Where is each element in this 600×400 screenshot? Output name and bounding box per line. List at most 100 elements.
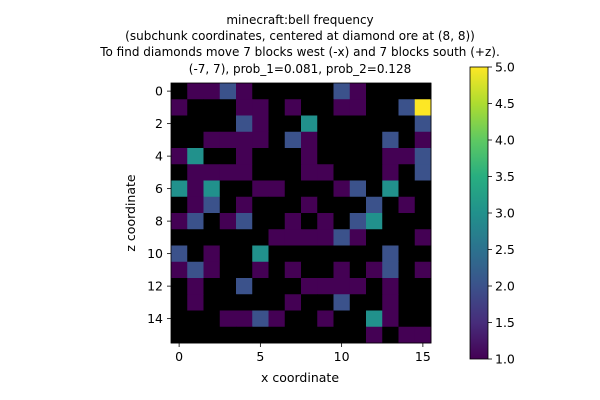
heatmap-cell [366, 245, 383, 263]
heatmap-cell [333, 229, 351, 246]
heatmap-cell [333, 245, 351, 263]
heatmap-cell [414, 83, 432, 100]
heatmap-cell [187, 310, 204, 328]
heatmap-cell [333, 310, 351, 328]
heatmap-cell [333, 294, 351, 311]
heatmap-cell [366, 294, 383, 311]
heatmap-cell [252, 310, 269, 328]
y-tick-label: 8 [155, 214, 163, 229]
heatmap-cell [187, 148, 204, 165]
heatmap-cell [317, 115, 334, 133]
heatmap-cell [301, 148, 318, 165]
heatmap-cell [366, 261, 383, 279]
heatmap-cell [349, 310, 367, 328]
heatmap-cell [219, 131, 237, 149]
heatmap-cell [284, 310, 302, 328]
heatmap-cell [366, 229, 383, 246]
heatmap-cell [236, 261, 253, 279]
heatmap-cell [187, 261, 204, 279]
colorbar-tick-label: 5.0 [495, 60, 515, 75]
heatmap-cell [366, 164, 383, 181]
heatmap-cell [301, 245, 318, 263]
plot-frame [170, 82, 432, 344]
heatmap-cell [414, 278, 432, 295]
heatmap-cell [301, 99, 318, 116]
heatmap-cell [317, 131, 334, 149]
heatmap-cell [203, 229, 221, 246]
heatmap-cell [349, 294, 367, 311]
heatmap-cell [366, 99, 383, 116]
heatmap-cell [414, 99, 432, 116]
heatmap-cell [268, 83, 286, 100]
colorbar-tick-label: 2.5 [495, 242, 515, 257]
heatmap-cell [333, 261, 351, 279]
heatmap-cell [268, 294, 286, 311]
heatmap-cell [236, 294, 253, 311]
heatmap-cell [284, 115, 302, 133]
heatmap-cell [284, 83, 302, 100]
y-tick-label: 10 [147, 246, 163, 261]
heatmap-cell [366, 278, 383, 295]
heatmap-cell [252, 278, 269, 295]
heatmap-cell [301, 131, 318, 149]
heatmap-cell [333, 278, 351, 295]
heatmap-cell [317, 99, 334, 116]
heatmap-cell [317, 245, 334, 263]
heatmap-cell [268, 278, 286, 295]
x-tick-label: 5 [256, 349, 264, 364]
heatmap-cell [187, 115, 204, 133]
heatmap-cell [268, 196, 286, 214]
heatmap-cell [171, 196, 188, 214]
heatmap-cell [398, 196, 416, 214]
heatmap-cell [349, 196, 367, 214]
heatmap-cell [398, 310, 416, 328]
heatmap-cell [203, 213, 221, 230]
colorbar-ticks: 1.0 1.5 2.0 2.5 3.0 3.5 4.0 4.5 5.0 [488, 60, 515, 367]
heatmap-cell [382, 131, 399, 149]
heatmap-cell [219, 278, 237, 295]
heatmap-cell [284, 229, 302, 246]
y-tick-label: 14 [147, 311, 163, 326]
heatmap-cell [236, 229, 253, 246]
heatmap-cell [382, 229, 399, 246]
heatmap-cell [252, 131, 269, 149]
heatmap-cell [284, 213, 302, 230]
heatmap-cell [301, 213, 318, 230]
heatmap-cell [317, 294, 334, 311]
heatmap-cell [414, 164, 432, 181]
colorbar-tick-label: 4.5 [495, 96, 515, 111]
heatmap-cell [366, 196, 383, 214]
heatmap-cell [398, 99, 416, 116]
heatmap-cell [398, 229, 416, 246]
heatmap-cell [349, 180, 367, 198]
heatmap-cell [268, 115, 286, 133]
heatmap-cell [219, 245, 237, 263]
heatmap-cell [317, 278, 334, 295]
heatmap-cell [414, 180, 432, 198]
heatmap-cell [219, 229, 237, 246]
heatmap-cell [171, 131, 188, 149]
heatmap-cell [252, 213, 269, 230]
y-tick-label: 2 [155, 116, 163, 131]
heatmap-cell [203, 278, 221, 295]
heatmap-cell [414, 261, 432, 279]
heatmap-cell [333, 83, 351, 100]
heatmap-cell [366, 180, 383, 198]
heatmap-cell [219, 294, 237, 311]
heatmap-cell [366, 326, 383, 344]
heatmap-cell [171, 99, 188, 116]
heatmap-cell [414, 115, 432, 133]
heatmap-cell [382, 294, 399, 311]
heatmap-cell [349, 261, 367, 279]
heatmap-cell [236, 131, 253, 149]
heatmap-cell [203, 164, 221, 181]
heatmap-cell [284, 180, 302, 198]
heatmap-cell [171, 261, 188, 279]
heatmap-cell [317, 196, 334, 214]
heatmap-cell [349, 278, 367, 295]
y-tick-label: 4 [155, 149, 163, 164]
chart-title-line-2: (subchunk coordinates, centered at diamo… [125, 29, 475, 43]
heatmap-cell [268, 229, 286, 246]
heatmap-cell [284, 131, 302, 149]
y-axis-label: z coordinate [123, 174, 138, 252]
